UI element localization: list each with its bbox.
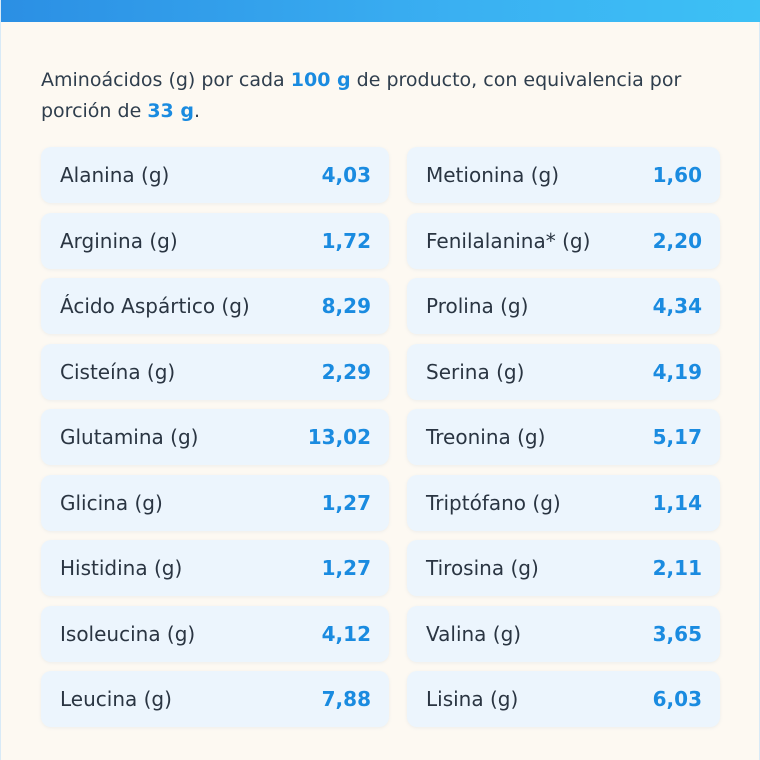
amino-acid-value: 4,34 <box>652 294 702 318</box>
intro-part-2: de producto, con equivalencia por porció… <box>41 69 682 122</box>
amino-acid-card: Fenilalanina* (g) 2,20 <box>407 212 720 269</box>
amino-acid-value: 7,88 <box>321 687 371 711</box>
amino-acid-name: Glutamina (g) <box>60 425 199 449</box>
amino-acid-name: Cisteína (g) <box>60 359 176 384</box>
amino-acid-card: Histidina (g) 1,27 <box>41 540 389 596</box>
amino-acid-card: Metionina (g) 1,60 <box>407 147 720 203</box>
amino-acid-name: Serina (g) <box>426 359 525 384</box>
amino-acid-value: 6,03 <box>652 687 702 711</box>
amino-acid-name: Tirosina (g) <box>426 556 539 580</box>
amino-acid-name: Prolina (g) <box>426 294 529 318</box>
amino-acid-card: Isoleucina (g) 4,12 <box>41 605 389 662</box>
amino-acid-name: Isoleucina (g) <box>60 621 196 646</box>
amino-acid-card: Alanina (g) 4,03 <box>41 147 389 203</box>
amino-acid-value: 4,12 <box>321 621 371 646</box>
amino-acid-value: 2,29 <box>321 359 371 384</box>
amino-acid-value: 4,03 <box>321 163 371 187</box>
amino-acid-value: 8,29 <box>321 294 371 318</box>
amino-acid-value: 5,17 <box>652 425 702 449</box>
amino-acid-value: 1,72 <box>321 228 371 253</box>
amino-acid-name: Alanina (g) <box>60 163 170 187</box>
amino-acid-name: Triptófano (g) <box>426 490 561 515</box>
amino-acid-card: Leucina (g) 7,88 <box>41 671 389 727</box>
amino-acid-value: 13,02 <box>307 425 371 449</box>
amino-acid-card: Ácido Aspártico (g) 8,29 <box>41 278 389 334</box>
amino-acid-card: Triptófano (g) 1,14 <box>407 474 720 531</box>
amino-acid-value: 1,14 <box>652 490 702 515</box>
amino-acid-card: Serina (g) 4,19 <box>407 343 720 400</box>
amino-acid-card: Glutamina (g) 13,02 <box>41 409 389 465</box>
amino-acid-value: 4,19 <box>652 359 702 384</box>
amino-acid-grid: Alanina (g) 4,03 Metionina (g) 1,60 Argini… <box>41 147 721 727</box>
amino-acid-name: Fenilalanina* (g) <box>426 228 591 253</box>
amino-acid-name: Treonina (g) <box>426 425 546 449</box>
amino-acid-value: 2,11 <box>652 556 702 580</box>
amino-acid-name: Glicina (g) <box>60 490 163 515</box>
amino-acid-card: Arginina (g) 1,72 <box>41 212 389 269</box>
amino-acid-card: Lisina (g) 6,03 <box>407 671 720 727</box>
amino-acid-value: 3,65 <box>652 621 702 646</box>
amino-acid-name: Leucina (g) <box>60 687 172 711</box>
amino-acid-card: Prolina (g) 4,34 <box>407 278 720 334</box>
intro-part-3: . <box>193 100 201 122</box>
amino-acid-card: Glicina (g) 1,27 <box>41 474 389 531</box>
amino-acid-name: Valina (g) <box>426 621 522 646</box>
amino-acid-card: Treonina (g) 5,17 <box>407 409 720 465</box>
header-gradient-bar <box>1 0 760 22</box>
intro-part-1: Aminoácidos (g) por cada <box>41 69 291 91</box>
amino-acid-card: Valina (g) 3,65 <box>407 605 720 662</box>
amount-portion-highlight: 33 g <box>147 100 194 122</box>
amino-acid-name: Lisina (g) <box>426 687 519 711</box>
amino-acid-value: 1,27 <box>321 490 371 515</box>
amino-acid-name: Arginina (g) <box>60 228 178 253</box>
amino-acid-value: 2,20 <box>652 228 702 253</box>
amino-acid-card: Cisteína (g) 2,29 <box>41 343 389 400</box>
amino-acid-value: 1,60 <box>652 163 702 187</box>
amino-acid-name: Histidina (g) <box>60 556 183 580</box>
intro-text: Aminoácidos (g) por cada 100 g de produc… <box>41 65 731 127</box>
amino-acid-name: Metionina (g) <box>426 163 560 187</box>
amino-acid-value: 1,27 <box>321 556 371 580</box>
amount-product-highlight: 100 g <box>290 69 351 91</box>
amino-acid-name: Ácido Aspártico (g) <box>60 294 250 318</box>
amino-acid-card: Tirosina (g) 2,11 <box>407 540 720 596</box>
